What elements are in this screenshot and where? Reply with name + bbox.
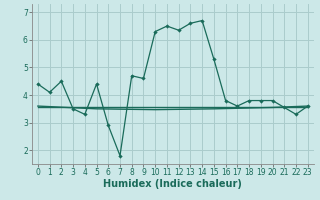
X-axis label: Humidex (Indice chaleur): Humidex (Indice chaleur) bbox=[103, 179, 242, 189]
